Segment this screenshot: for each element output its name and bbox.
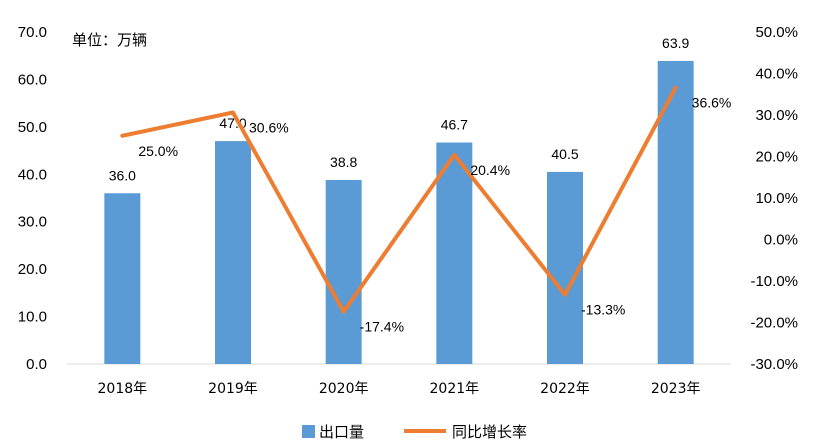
line-point: [120, 134, 124, 138]
right-tick-label: 50.0%: [755, 24, 798, 41]
bar-data-label: 46.7: [441, 117, 468, 133]
category-axis-labels: 2018年 2019年 2020年 2021年 2022年 2023年: [98, 381, 701, 397]
left-axis: 0.0 10.0 20.0 30.0 40.0 50.0 60.0 70.0: [18, 24, 47, 373]
bar-data-labels: 36.047.038.846.740.563.9: [109, 35, 690, 183]
legend-line-label: 同比增长率: [452, 423, 527, 441]
growth-rate-line: [120, 85, 678, 314]
right-tick-label: 0.0%: [764, 232, 798, 249]
category-label: 2023年: [651, 381, 701, 397]
bar: [657, 60, 694, 364]
left-tick-label: 20.0: [18, 261, 47, 278]
category-label: 2019年: [208, 381, 258, 397]
line-data-label: -17.4%: [360, 319, 404, 335]
right-tick-label: -10.0%: [750, 273, 798, 290]
line-data-label: 25.0%: [138, 143, 178, 159]
unit-label: 单位：万辆: [72, 31, 147, 49]
right-tick-label: 30.0%: [755, 107, 798, 124]
line-point: [674, 86, 678, 90]
left-tick-label: 30.0: [18, 214, 47, 231]
bar: [325, 179, 362, 364]
left-tick-label: 40.0: [18, 166, 47, 183]
left-tick-label: 60.0: [18, 71, 47, 88]
line-point: [342, 310, 346, 314]
left-tick-label: 70.0: [18, 24, 47, 41]
bar-data-label: 40.5: [551, 146, 578, 162]
line-data-label: 36.6%: [692, 95, 732, 111]
category-label: 2022年: [540, 381, 590, 397]
line-series: [120, 85, 678, 314]
left-tick-label: 50.0: [18, 119, 47, 136]
line-data-label: -13.3%: [581, 302, 625, 318]
category-label: 2018年: [98, 381, 148, 397]
line-data-label: 30.6%: [249, 120, 289, 136]
legend: 出口量 同比增长率: [302, 423, 527, 441]
right-tick-label: 40.0%: [755, 66, 798, 83]
line-point: [231, 111, 235, 115]
bar: [104, 193, 141, 364]
bar: [547, 171, 583, 364]
bar: [215, 141, 251, 364]
right-tick-label: 10.0%: [755, 190, 798, 207]
line-point: [452, 153, 456, 157]
line-point: [563, 293, 567, 297]
category-label: 2020年: [319, 381, 369, 397]
left-tick-label: 0.0: [26, 356, 47, 373]
line-data-label: 20.4%: [470, 162, 510, 178]
right-tick-label: 20.0%: [755, 149, 798, 166]
bar-data-label: 38.8: [330, 154, 357, 170]
legend-bar-swatch: [302, 425, 315, 438]
bar-data-label: 36.0: [109, 167, 136, 183]
bar-data-label: 63.9: [662, 35, 689, 51]
line-data-labels: 25.0% 30.6% -17.4% 20.4% -13.3% 36.6%: [138, 95, 731, 335]
right-tick-label: -20.0%: [750, 315, 798, 332]
category-label: 2021年: [430, 381, 480, 397]
right-tick-label: -30.0%: [750, 356, 798, 373]
right-axis: -30.0% -20.0% -10.0% 0.0% 10.0% 20.0% 30.0% 40.…: [750, 24, 798, 373]
legend-bar-label: 出口量: [319, 423, 364, 441]
bar-series: [104, 60, 694, 364]
left-tick-label: 10.0: [18, 309, 47, 326]
bar: [436, 142, 473, 364]
